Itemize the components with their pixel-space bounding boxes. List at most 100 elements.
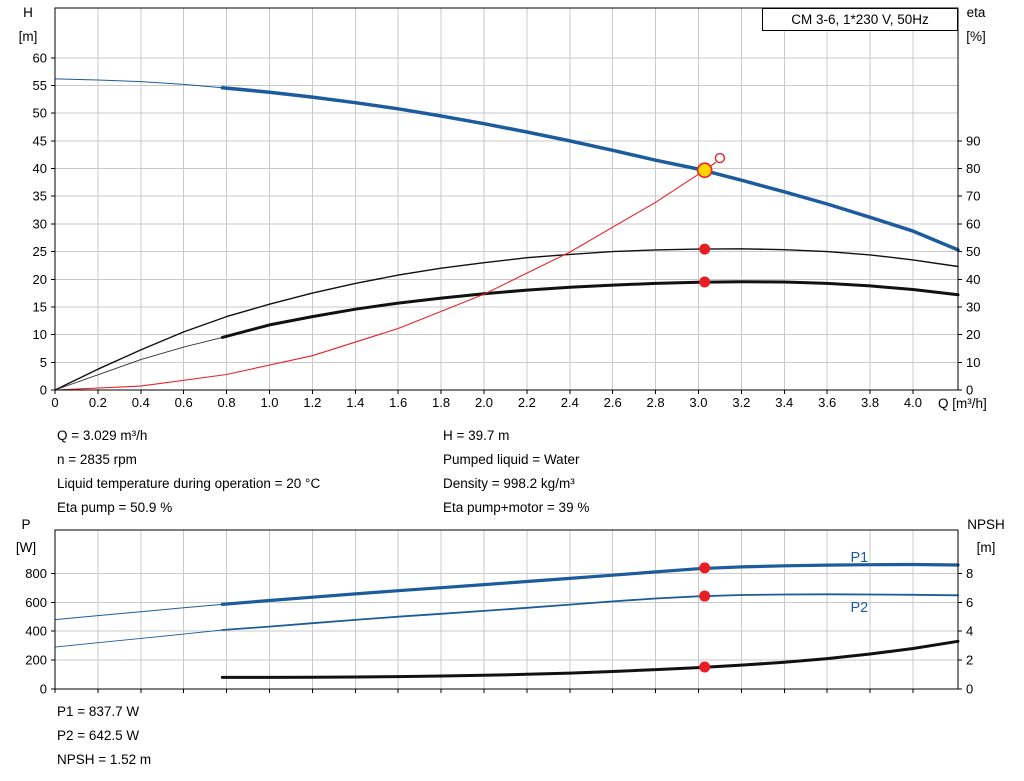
hq-eta-chart: 0 0.2 0.4 0.6 0.8 1.0 1.2 1.4 1.6 1.8 2.0 2.2 2.4 2.6… bbox=[33, 7, 980, 410]
tick-label: 3.8 bbox=[861, 395, 879, 410]
tick-label: 2.4 bbox=[561, 395, 579, 410]
npsh-curve bbox=[220, 639, 960, 679]
p-axis-label: P bbox=[21, 517, 31, 532]
tick-label: 2.8 bbox=[647, 395, 665, 410]
tick-label: 400 bbox=[25, 624, 47, 639]
tick-label: 0.2 bbox=[89, 395, 107, 410]
tick-label: 60 bbox=[33, 50, 47, 65]
tick-label: 40 bbox=[33, 161, 47, 176]
npsh-readout: NPSH = 1.52 m bbox=[57, 752, 152, 767]
tick-label: 0 bbox=[40, 383, 47, 398]
pump-title-box: CM 3-6, 1*230 V, 50Hz bbox=[762, 8, 958, 31]
tick-label: 15 bbox=[33, 299, 47, 314]
power-npsh-info: P1 = 837.7 W P2 = 642.5 W NPSH = 1.52 m bbox=[57, 700, 151, 772]
tick-label: 1.0 bbox=[260, 395, 278, 410]
plot-frame bbox=[54, 529, 959, 690]
tick-label: 60 bbox=[966, 216, 980, 231]
operating-point-info-left: Q = 3.029 m³/h n = 2835 rpm Liquid tempe… bbox=[57, 424, 320, 520]
pumped-liquid-readout: Pumped liquid = Water bbox=[443, 452, 580, 467]
q-axis-label: Q [m³/h] bbox=[938, 396, 987, 411]
eta-pump-readout: Eta pump = 50.9 % bbox=[57, 500, 173, 515]
tick-label: 80 bbox=[966, 161, 980, 176]
eta-axis-label: eta bbox=[966, 5, 986, 20]
tick-label: 3.2 bbox=[732, 395, 750, 410]
tick-label: 0.4 bbox=[132, 395, 150, 410]
tick-label: 8 bbox=[966, 566, 973, 581]
tick-label: 20 bbox=[966, 327, 980, 342]
tick-label: 0 bbox=[51, 395, 58, 410]
p2-series-label: P2 bbox=[850, 600, 868, 616]
tick-label: 3.0 bbox=[689, 395, 707, 410]
tick-label: 1.6 bbox=[389, 395, 407, 410]
npsh-point bbox=[699, 661, 711, 673]
tick-label: 6 bbox=[966, 595, 973, 610]
npsh-axis-label: NPSH bbox=[967, 517, 1005, 532]
tick-label: 50 bbox=[33, 106, 47, 121]
tick-label: 45 bbox=[33, 133, 47, 148]
tick-label: 0.6 bbox=[175, 395, 193, 410]
tick-label: 1.2 bbox=[303, 395, 321, 410]
p1-curve-lead bbox=[54, 603, 223, 621]
eta-pump-motor-lead bbox=[54, 336, 223, 391]
plot-frame bbox=[54, 7, 959, 391]
tick-label: 4.0 bbox=[904, 395, 922, 410]
eta-pump-curve bbox=[54, 248, 959, 391]
tick-label: 1.8 bbox=[432, 395, 450, 410]
density-readout: Density = 998.2 kg/m³ bbox=[443, 476, 575, 491]
pump-curve bbox=[220, 85, 960, 252]
tick-label: 40 bbox=[966, 272, 980, 287]
tick-label: 70 bbox=[966, 189, 980, 204]
tick-label: 35 bbox=[33, 189, 47, 204]
eta-axis-unit: [%] bbox=[966, 29, 986, 44]
eta-pump-point bbox=[699, 243, 711, 255]
tick-label: 2.0 bbox=[475, 395, 493, 410]
tick-label: 30 bbox=[966, 299, 980, 314]
tick-label: 3.4 bbox=[775, 395, 793, 410]
system-curve bbox=[54, 161, 717, 391]
tick-label: 200 bbox=[25, 653, 47, 668]
tick-label: 2.6 bbox=[604, 395, 622, 410]
h-axis-label: H bbox=[23, 5, 33, 20]
eta-pump-motor-readout: Eta pump+motor = 39 % bbox=[443, 500, 590, 515]
tick-label: 0 bbox=[966, 383, 973, 398]
eta-pump-motor-curve bbox=[220, 280, 960, 339]
tick-label: 0 bbox=[966, 682, 973, 697]
tick-label: 3.6 bbox=[818, 395, 836, 410]
pump-curve-lead bbox=[54, 78, 223, 89]
tick-label: 800 bbox=[25, 566, 47, 581]
tick-label: 5 bbox=[40, 355, 47, 370]
tick-label: 2 bbox=[966, 653, 973, 668]
tick-label: 10 bbox=[33, 327, 47, 342]
p1-curve bbox=[220, 562, 960, 606]
head-readout: H = 39.7 m bbox=[443, 428, 510, 443]
tick-label: 1.4 bbox=[346, 395, 364, 410]
tick-label: 10 bbox=[966, 355, 980, 370]
h-axis-unit: [m] bbox=[18, 29, 38, 44]
npsh-axis-unit: [m] bbox=[976, 540, 996, 555]
p1-point bbox=[699, 562, 711, 574]
tick-label: 2.2 bbox=[518, 395, 536, 410]
power-npsh-chart: 0 200 400 600 800 0 2 4 6 8 P1 P2 bbox=[25, 529, 973, 697]
tick-label: 90 bbox=[966, 133, 980, 148]
p1-series-label: P1 bbox=[850, 550, 868, 566]
tick-label: 0 bbox=[40, 682, 47, 697]
tick-label: 25 bbox=[33, 244, 47, 259]
tick-label: 0.8 bbox=[218, 395, 236, 410]
p-axis-unit: [W] bbox=[15, 540, 37, 555]
alternative-duty-point[interactable] bbox=[714, 152, 726, 164]
p2-curve bbox=[221, 593, 959, 631]
tick-label: 4 bbox=[966, 624, 973, 639]
duty-point[interactable] bbox=[696, 162, 713, 179]
speed-readout: n = 2835 rpm bbox=[57, 452, 137, 467]
p1-readout: P1 = 837.7 W bbox=[57, 704, 140, 719]
tick-label: 30 bbox=[33, 216, 47, 231]
eta-pump-motor-point bbox=[699, 276, 711, 288]
tick-label: 20 bbox=[33, 272, 47, 287]
p2-point bbox=[699, 590, 711, 602]
p2-readout: P2 = 642.5 W bbox=[57, 728, 140, 743]
flow-readout: Q = 3.029 m³/h bbox=[57, 428, 148, 443]
tick-label: 600 bbox=[25, 595, 47, 610]
tick-label: 50 bbox=[966, 244, 980, 259]
